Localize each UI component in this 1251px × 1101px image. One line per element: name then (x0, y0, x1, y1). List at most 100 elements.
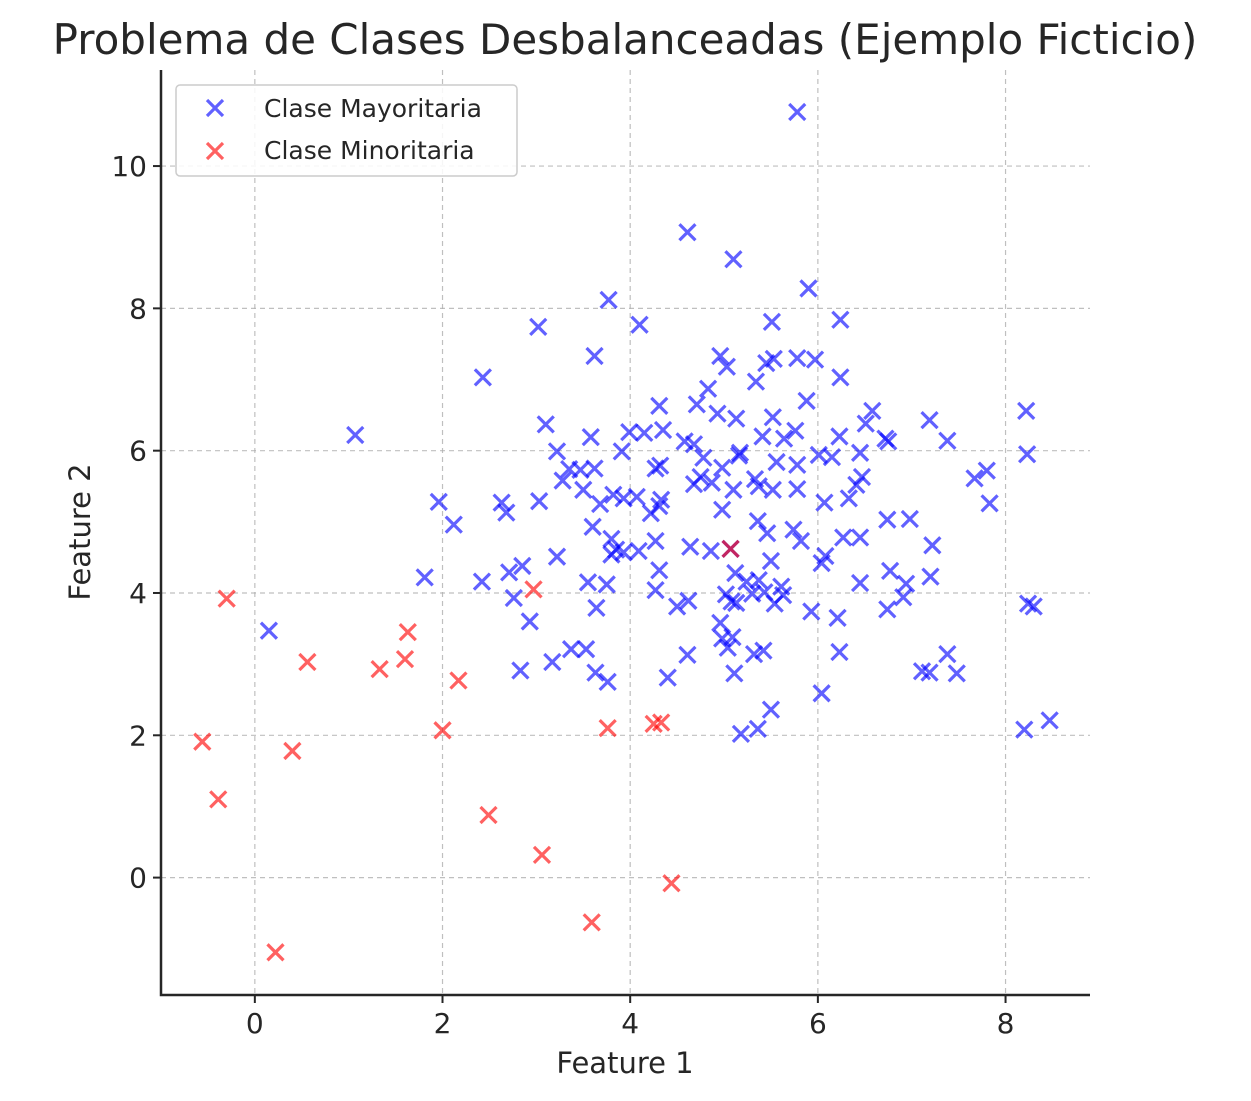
data-point (852, 467, 872, 487)
data-point (1017, 401, 1036, 420)
data-point (856, 414, 875, 433)
data-point (878, 600, 897, 619)
data-point (524, 580, 543, 599)
data-point (763, 408, 782, 427)
data-point (629, 541, 648, 561)
x-tick-label: 0 (246, 1007, 264, 1040)
data-point (576, 640, 596, 659)
legend-entry-clase-minoritaria: Clase Minoritaria (205, 136, 475, 165)
data-point (786, 421, 805, 440)
data-point (209, 790, 228, 809)
data-point (722, 592, 741, 611)
data-point (788, 349, 807, 368)
data-point (543, 652, 562, 672)
data-point (729, 446, 749, 465)
data-point (723, 627, 742, 647)
data-point (718, 638, 737, 657)
data-point (298, 652, 317, 672)
data-point (681, 537, 700, 556)
data-point (761, 551, 781, 571)
legend-label-clase-minoritaria: Clase Minoritaria (264, 136, 475, 165)
x-tick-label: 6 (809, 1007, 827, 1040)
data-point (725, 664, 744, 683)
data-point (774, 585, 793, 605)
data-point (812, 553, 831, 573)
data-point (767, 452, 786, 472)
data-point (597, 575, 616, 594)
data-point (721, 539, 740, 558)
data-point (678, 223, 697, 242)
data-point (698, 379, 718, 398)
data-point (863, 401, 882, 420)
data-point (497, 503, 516, 522)
x-tick-label: 8 (997, 1007, 1015, 1040)
data-point (894, 588, 913, 607)
axis-ticks: 0 2 4 6 8 0 2 4 6 8 10 (111, 150, 1014, 1040)
data-point (753, 427, 772, 446)
data-point (598, 719, 617, 738)
data-point (583, 517, 602, 536)
series-clase-mayoritaria (259, 102, 1059, 743)
data-point (266, 943, 285, 962)
x-axis-label: Feature 1 (556, 1046, 693, 1080)
axis-spines (159, 70, 1090, 997)
data-point (746, 372, 766, 391)
data-point (920, 410, 939, 430)
data-point (691, 467, 710, 487)
data-point (472, 572, 492, 591)
data-point (749, 477, 768, 496)
legend-marker-x (205, 141, 225, 161)
data-point (822, 447, 842, 467)
legend-label-clase-mayoritaria: Clase Mayoritaria (264, 94, 482, 123)
data-point (711, 346, 730, 366)
data-point (530, 492, 549, 511)
data-point (599, 290, 618, 309)
data-point (724, 480, 743, 499)
data-point (473, 368, 492, 387)
data-point (581, 428, 600, 447)
data-point (831, 368, 850, 387)
y-tick-label: 6 (129, 435, 147, 468)
data-point (815, 493, 834, 512)
data-point (1040, 711, 1059, 730)
data-point (678, 645, 697, 665)
data-point (938, 431, 957, 450)
data-point (805, 350, 825, 369)
data-point (791, 531, 811, 551)
data-point (561, 640, 581, 659)
data-point (650, 396, 669, 415)
data-point (511, 661, 530, 680)
data-point (652, 490, 671, 509)
data-point (627, 487, 646, 507)
data-point (651, 456, 670, 475)
data-point (504, 588, 523, 608)
data-point (880, 561, 900, 581)
y-tick-label: 0 (129, 862, 147, 895)
data-point (788, 102, 807, 122)
data-point (650, 561, 669, 580)
grid (161, 70, 1090, 995)
data-point (839, 489, 858, 508)
data-point (658, 668, 677, 687)
data-point (708, 404, 727, 423)
data-point (479, 805, 498, 825)
data-point (878, 510, 897, 529)
legend-entry-clase-mayoritaria: Clase Mayoritaria (205, 94, 482, 123)
data-point (947, 664, 966, 683)
data-point (653, 420, 673, 440)
data-point (620, 423, 639, 442)
data-point (500, 563, 519, 582)
data-point (585, 459, 604, 478)
data-point (529, 317, 548, 336)
data-point (591, 494, 610, 514)
data-point (724, 250, 743, 269)
data-point (604, 485, 623, 504)
data-point (585, 346, 604, 366)
data-point (764, 349, 783, 369)
data-point (923, 536, 942, 555)
data-point (614, 543, 633, 562)
data-point (977, 461, 996, 480)
data-point (774, 429, 794, 448)
data-point (346, 425, 365, 445)
